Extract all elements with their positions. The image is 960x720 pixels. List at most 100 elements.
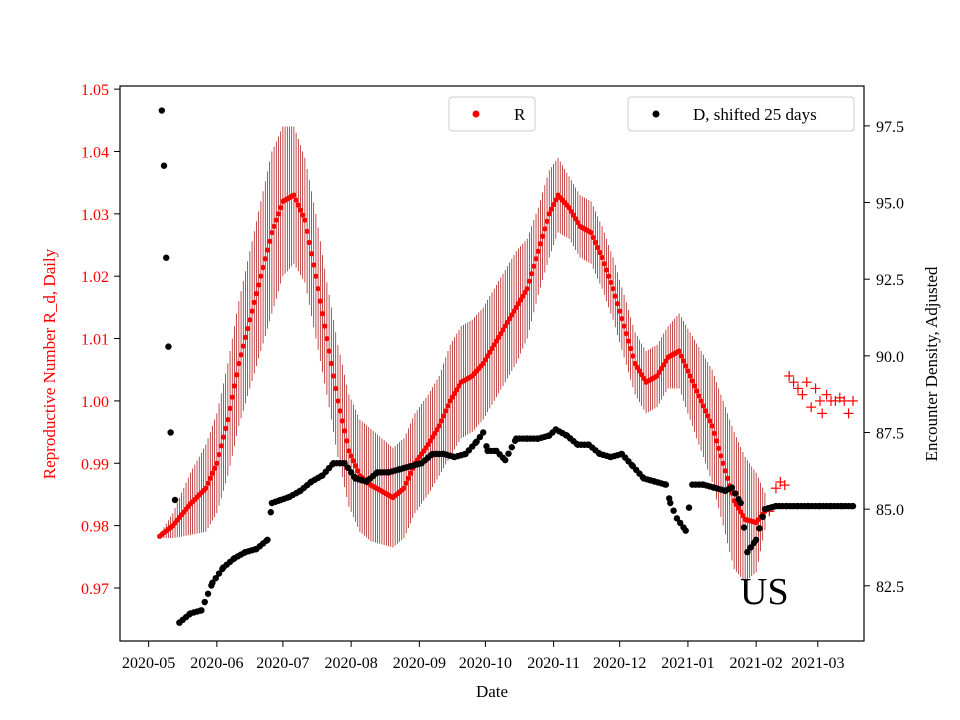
r-point — [269, 229, 275, 236]
r-point — [207, 475, 213, 481]
d-point — [215, 570, 223, 577]
r-point — [291, 192, 297, 198]
r-point — [247, 317, 253, 323]
r-point — [249, 308, 255, 314]
r-point — [711, 430, 717, 436]
r-point — [639, 372, 645, 378]
left-y-tick-label: 1.01 — [81, 332, 109, 349]
x-tick-label: 2020-12 — [593, 655, 646, 672]
r-point — [306, 239, 312, 246]
d-point — [662, 481, 670, 488]
r-point — [498, 330, 504, 337]
r-point — [295, 202, 301, 208]
r-point — [658, 365, 665, 372]
r-point — [212, 465, 218, 471]
r-point — [434, 427, 440, 433]
r-point — [432, 430, 438, 436]
d-point — [756, 525, 763, 532]
r-point — [407, 470, 414, 476]
r-point — [451, 390, 458, 397]
r-point — [524, 286, 530, 292]
r-point — [326, 348, 332, 354]
x-tick-label: 2021-01 — [661, 655, 714, 672]
r-point — [445, 403, 451, 409]
d-point — [682, 527, 689, 534]
d-point — [347, 469, 355, 476]
r-point — [566, 205, 572, 211]
d-point — [264, 536, 271, 544]
r-point — [511, 308, 517, 314]
r-point — [440, 413, 447, 419]
d-point — [204, 590, 212, 597]
right-y-tick-label: 92.5 — [876, 272, 904, 289]
r-point — [542, 226, 548, 232]
r-point — [339, 418, 345, 424]
r-point — [676, 348, 682, 354]
right-y-tick-label: 87.5 — [876, 425, 904, 442]
r-plus-point — [788, 377, 799, 388]
d-point — [740, 524, 748, 531]
r-point — [253, 291, 260, 297]
r-point — [297, 207, 304, 213]
r-point — [216, 451, 222, 458]
right-y-tick-label: 97.5 — [876, 119, 904, 136]
r-point — [313, 273, 319, 279]
r-point — [251, 299, 257, 305]
r-point — [533, 256, 539, 262]
r-point — [240, 343, 246, 349]
r-point — [449, 394, 455, 400]
r-plus-point — [821, 389, 832, 400]
r-point — [625, 338, 632, 344]
r-point — [267, 238, 273, 244]
r-point — [487, 349, 493, 355]
r-point — [724, 475, 731, 481]
r-point — [718, 453, 724, 459]
r-point — [722, 468, 728, 474]
r-point — [330, 373, 337, 379]
r-point — [218, 443, 224, 449]
left-y-tick-label: 0.99 — [81, 456, 109, 473]
r-point — [678, 353, 684, 359]
r-point — [209, 470, 216, 476]
r-point — [504, 319, 511, 325]
r-plus-point — [814, 395, 825, 406]
r-point — [335, 398, 341, 404]
r-point — [694, 388, 700, 394]
r-point — [551, 201, 557, 208]
r-point — [438, 418, 444, 424]
r-point — [220, 434, 227, 440]
d-point — [744, 548, 751, 556]
x-tick-label: 2020-09 — [393, 655, 446, 672]
left-y-tick-label: 1.00 — [81, 394, 109, 411]
left-y-tick-label: 1.04 — [81, 144, 109, 161]
r-plus-point — [817, 408, 828, 419]
r-point — [553, 197, 559, 203]
r-point — [634, 364, 640, 370]
d-point — [167, 429, 174, 436]
d-point — [685, 504, 693, 511]
r-point — [242, 334, 249, 340]
r-point — [352, 463, 359, 469]
r-point — [223, 425, 229, 431]
x-tick-label: 2021-02 — [729, 655, 782, 672]
d-point — [747, 544, 754, 551]
r-point — [278, 205, 284, 211]
right-y-tick-label: 82.5 — [876, 579, 904, 596]
r-point — [702, 408, 709, 414]
r-point — [236, 360, 242, 367]
r-point — [324, 335, 330, 342]
r-point — [256, 282, 262, 288]
d-point — [677, 519, 684, 527]
axes: 2020-05 2020-06 2020-07 2020-08 2020-09 2020-… — [81, 82, 904, 672]
r-point — [480, 360, 486, 367]
d-point — [212, 574, 219, 582]
d-point — [341, 459, 348, 467]
right-y-tick-label: 85.0 — [876, 502, 904, 519]
d-point — [759, 513, 766, 521]
r-point — [588, 229, 594, 236]
r-point — [603, 267, 610, 273]
right-y-tick-label: 95.0 — [876, 196, 904, 213]
r-point — [570, 212, 577, 218]
legend-d-label: D, shifted 25 days — [693, 105, 817, 124]
left-y-tick-label: 0.97 — [81, 581, 109, 598]
